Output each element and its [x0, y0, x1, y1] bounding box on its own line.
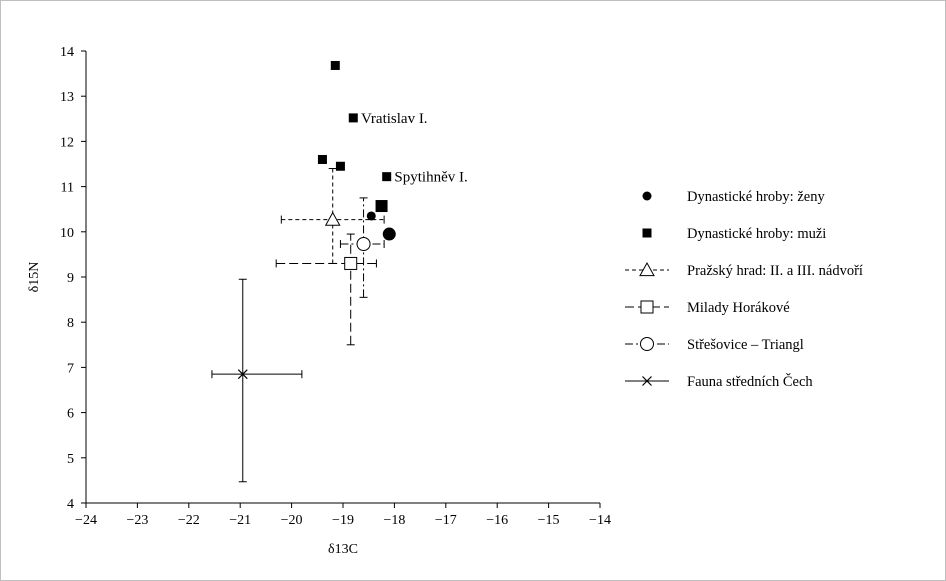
legend-marker: [639, 261, 655, 277]
data-point: [317, 154, 327, 164]
data-point: [330, 60, 340, 70]
x-tick-label: −14: [589, 513, 611, 528]
y-tick-label: 12: [60, 135, 74, 150]
data-point: [382, 172, 392, 182]
legend-entry: Fauna středních Čech: [625, 373, 813, 390]
legend-label: Střešovice – Triangl: [687, 337, 804, 353]
data-point: [366, 211, 376, 221]
data-point: [375, 200, 388, 213]
data-point: [324, 211, 341, 226]
data-point: [356, 237, 371, 252]
legend-entry: Střešovice – Triangl: [625, 337, 804, 353]
x-axis-title: δ13C: [328, 542, 358, 557]
legend-label: Pražský hrad: II. a III. nádvoří: [687, 263, 863, 279]
legend-marker: [640, 300, 654, 314]
y-tick-label: 14: [60, 45, 74, 60]
legend-label: Dynastické hroby: muži: [687, 226, 826, 242]
legend-label: Milady Horákové: [687, 300, 790, 316]
data-points: [237, 60, 396, 380]
y-axis-title: δ15N: [27, 262, 42, 293]
data-point: [335, 161, 345, 171]
legend-entry: Milady Horákové: [625, 300, 790, 316]
legend-marker: [642, 191, 652, 201]
point-annotation: Spytihněv I.: [394, 170, 467, 186]
annotations: Vratislav I. Spytihněv I.: [361, 111, 468, 186]
x-marker-stroke: [642, 376, 652, 386]
x-tick-label: −22: [178, 513, 200, 528]
y-tick-label: 6: [67, 407, 74, 422]
legend-entry: Dynastické hroby: muži: [642, 226, 826, 242]
error-bars: [211, 168, 385, 483]
x-tick-label: −17: [435, 513, 457, 528]
x-marker-stroke: [237, 369, 248, 380]
x-tick-label: −15: [538, 513, 560, 528]
legend-entry: Pražský hrad: II. a III. nádvoří: [625, 261, 863, 279]
legend-label: Dynastické hroby: ženy: [687, 189, 825, 205]
x-tick-label: −20: [281, 513, 303, 528]
data-point: [382, 227, 396, 241]
y-tick-label: 11: [61, 181, 74, 196]
y-tick-label: 5: [67, 452, 74, 467]
legend-marker: [640, 337, 654, 351]
y-tick-label: 13: [60, 90, 74, 105]
y-tick-label: 10: [60, 226, 74, 241]
legend-marker: [642, 228, 652, 238]
y-tick-label: 9: [67, 271, 74, 286]
legend-entry: Dynastické hroby: ženy: [642, 189, 825, 205]
data-point: [348, 113, 358, 123]
x-tick-label: −23: [126, 513, 148, 528]
axes: −24 −23 −22 −21 −20 −19 −18 −17 −16 −15 −14 4 5 6 7 8 9 1…: [60, 45, 611, 528]
legend: Dynastické hroby: ženy Dynastické hroby: …: [625, 189, 863, 390]
x-tick-label: −24: [75, 513, 97, 528]
legend-marker: [642, 376, 652, 386]
legend-label: Fauna středních Čech: [687, 373, 813, 390]
error-bar: [211, 278, 303, 483]
y-tick-label: 8: [67, 316, 74, 331]
point-annotation: Vratislav I.: [361, 111, 428, 127]
y-tick-label: 4: [67, 497, 74, 512]
y-tick-label: 7: [67, 361, 74, 376]
data-point: [237, 369, 248, 380]
data-point: [344, 256, 358, 270]
error-bar: [275, 233, 377, 346]
x-tick-label: −18: [383, 513, 405, 528]
x-tick-label: −16: [486, 513, 508, 528]
x-tick-label: −19: [332, 513, 354, 528]
x-tick-label: −21: [229, 513, 251, 528]
